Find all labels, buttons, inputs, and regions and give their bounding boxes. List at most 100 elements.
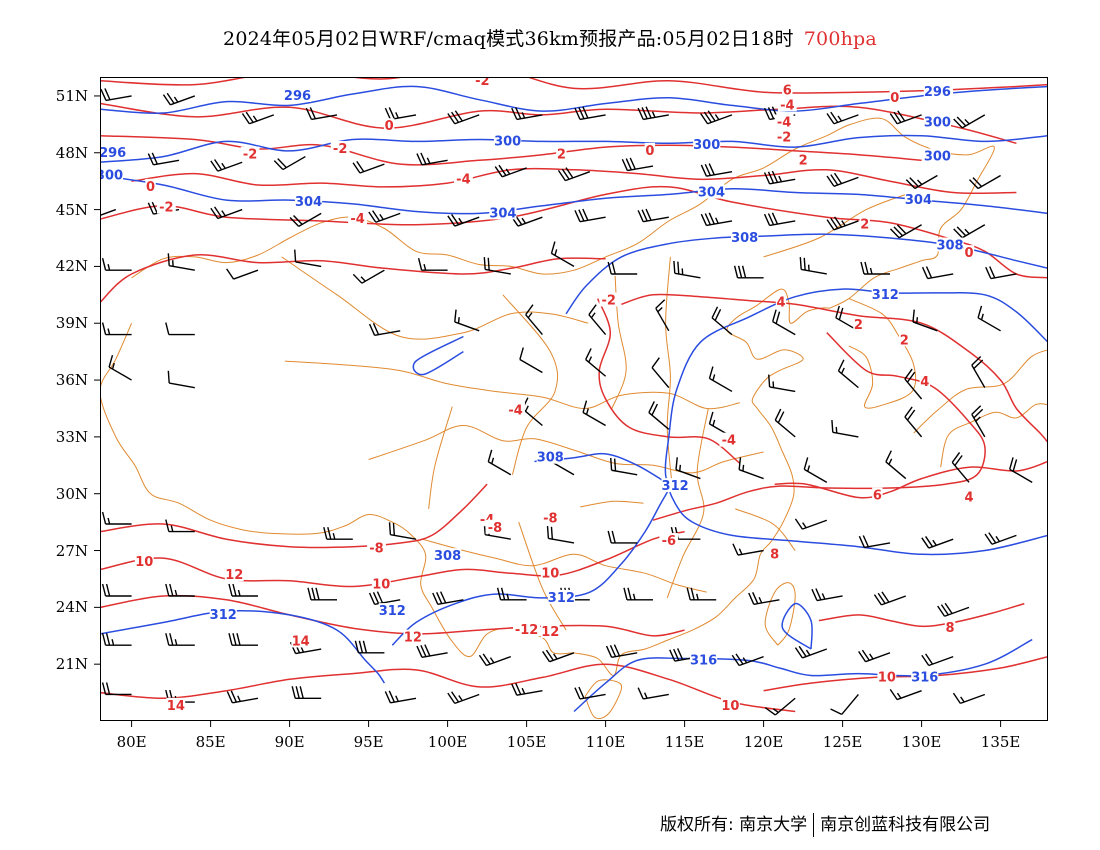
- height-label: 312: [379, 604, 406, 619]
- barb-staff: [217, 161, 243, 172]
- barb-flag: [104, 88, 111, 101]
- wind-barb: [384, 107, 417, 121]
- height-label-bg: [936, 237, 964, 252]
- lat-tick-label: 39N: [55, 314, 88, 333]
- barb-staff: [1009, 468, 1033, 483]
- temperature-label: 10: [721, 699, 739, 714]
- barb-flag: [621, 158, 629, 171]
- temperature-label: -4: [456, 172, 470, 187]
- barb-flag: [669, 649, 676, 662]
- barb-staff: [361, 269, 385, 284]
- barb-staff: [311, 114, 338, 121]
- boundary-line: [281, 256, 589, 340]
- barb-flag: [838, 307, 844, 321]
- barb-flag: [388, 107, 395, 119]
- barb-flag: [741, 265, 747, 278]
- axis-ticks: [94, 95, 1002, 727]
- temperature-label-bg: [782, 82, 793, 97]
- barb-flag: [737, 265, 743, 278]
- wind-barb: [582, 400, 606, 427]
- barb-flag: [897, 110, 906, 122]
- wind-barb: [623, 587, 653, 601]
- barb-staff: [655, 307, 670, 332]
- barb-staff: [738, 655, 764, 667]
- barb-half-flag: [714, 114, 720, 121]
- wind-barb: [574, 208, 606, 223]
- temperature-isoline: [596, 298, 741, 464]
- barb-staff: [551, 252, 575, 268]
- temperature-label: -2: [475, 74, 489, 89]
- barb-staff: [802, 519, 828, 530]
- temperature-label: 0: [385, 119, 394, 134]
- barb-flag: [352, 273, 363, 284]
- barb-flag: [582, 106, 589, 119]
- barb-staff: [525, 314, 543, 336]
- wind-barb: [100, 88, 132, 102]
- barb-staff: [374, 330, 401, 337]
- barb-flag: [451, 214, 460, 226]
- barb-flag: [482, 653, 491, 665]
- height-isoline: [100, 85, 1048, 114]
- wind-barb: [799, 257, 827, 275]
- temperature-label-bg: [889, 89, 900, 104]
- boundary-line: [940, 403, 1048, 468]
- wind-barb: [985, 266, 1017, 280]
- barb-staff: [486, 655, 512, 667]
- barb-flag: [676, 648, 684, 661]
- temperature-isoline: [100, 185, 1048, 279]
- barb-flag: [708, 163, 715, 176]
- barb-flag: [376, 591, 384, 604]
- wind-barb: [210, 159, 243, 172]
- barb-flag: [550, 241, 556, 254]
- barb-flag: [835, 305, 840, 319]
- barb-staff: [582, 411, 606, 427]
- wind-barb: [108, 354, 132, 381]
- barb-half-flag: [632, 593, 636, 600]
- barb-staff: [648, 412, 670, 430]
- wind-barb: [483, 257, 511, 275]
- boundary-layer: [100, 117, 1048, 720]
- barb-staff: [977, 317, 1001, 332]
- wind-barb: [228, 633, 258, 646]
- barb-flag: [416, 153, 423, 166]
- barb-flag: [921, 266, 929, 279]
- height-isoline: [412, 335, 464, 376]
- temperature-label: 8: [770, 547, 779, 562]
- barb-staff: [390, 114, 417, 121]
- barb-flag: [588, 304, 597, 316]
- barb-flag: [885, 450, 892, 463]
- barb-flag: [232, 583, 237, 597]
- barb-staff: [864, 542, 891, 549]
- temperature-label: -2: [777, 131, 791, 146]
- height-label: 308: [731, 231, 758, 246]
- temperature-label-bg: [330, 140, 350, 155]
- barb-half-flag: [841, 220, 846, 227]
- temperature-label: 12: [541, 625, 559, 640]
- boundary-line: [284, 360, 740, 410]
- barb-staff: [522, 408, 543, 427]
- barb-flag: [315, 587, 320, 600]
- barb-flag: [478, 654, 487, 666]
- barb-staff: [579, 693, 606, 700]
- barb-flag: [565, 167, 574, 179]
- barb-flag: [858, 535, 866, 548]
- temperature-label: 0: [890, 91, 899, 106]
- barb-flag: [735, 653, 744, 665]
- barb-flag: [151, 201, 158, 214]
- barb-flag: [763, 172, 771, 185]
- temperature-label-bg: [556, 146, 567, 161]
- barb-flag: [826, 219, 835, 231]
- barb-flag: [167, 370, 170, 384]
- barb-half-flag: [174, 589, 178, 597]
- wind-barb: [764, 697, 796, 716]
- barb-flag: [912, 309, 915, 322]
- barb-staff: [611, 652, 638, 659]
- wind-barb: [803, 457, 828, 483]
- boundary-line: [573, 288, 831, 676]
- barb-flag: [864, 261, 869, 275]
- barb-flag: [372, 323, 380, 335]
- temperature-label-bg: [853, 317, 864, 332]
- barb-flag: [607, 530, 612, 544]
- barb-flag: [767, 213, 775, 226]
- barb-flag: [690, 587, 695, 600]
